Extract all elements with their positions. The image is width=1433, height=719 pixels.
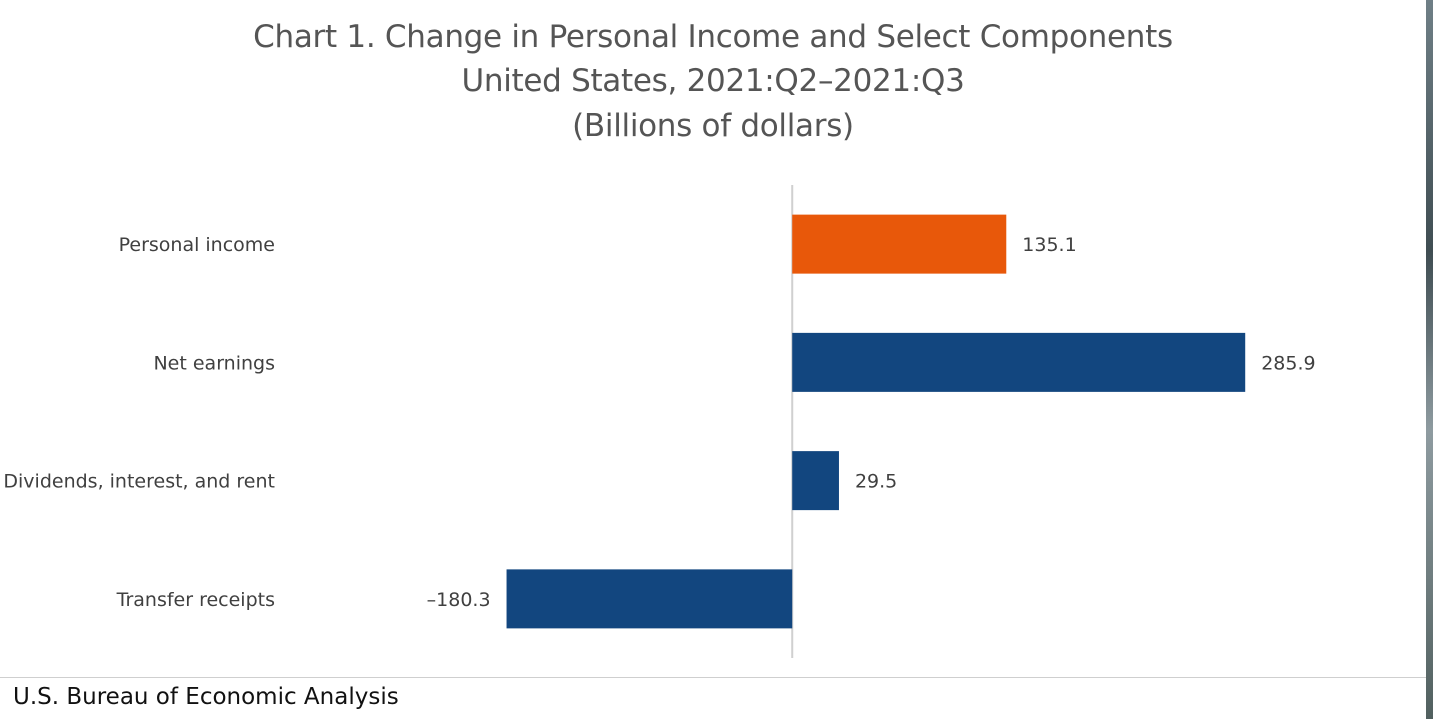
bar-net-earnings — [792, 332, 1246, 392]
chart-units: (Billions of dollars) — [572, 108, 854, 144]
category-label: Personal income — [119, 234, 275, 256]
bar-plot: Personal income 135.1 Net earnings 285.9 Div… — [3, 185, 1316, 658]
value-label: 135.1 — [1022, 234, 1076, 256]
chart-title: Chart 1. Change in Personal Income and S… — [253, 19, 1173, 55]
source-footer: U.S. Bureau of Economic Analysis — [13, 684, 399, 710]
footer-divider — [0, 677, 1426, 678]
bar-transfer-receipts — [506, 569, 793, 629]
value-label: 285.9 — [1261, 352, 1315, 374]
window-edge — [1426, 0, 1433, 719]
category-label: Transfer receipts — [116, 589, 275, 611]
category-label: Net earnings — [153, 352, 275, 374]
value-label: 29.5 — [855, 471, 897, 493]
value-label: –180.3 — [427, 589, 491, 611]
chart-subtitle: United States, 2021:Q2–2021:Q3 — [461, 63, 965, 99]
bar-personal-income — [792, 214, 1007, 274]
category-label: Dividends, interest, and rent — [3, 471, 275, 493]
bar-dividends-interest-and-rent — [792, 451, 839, 511]
